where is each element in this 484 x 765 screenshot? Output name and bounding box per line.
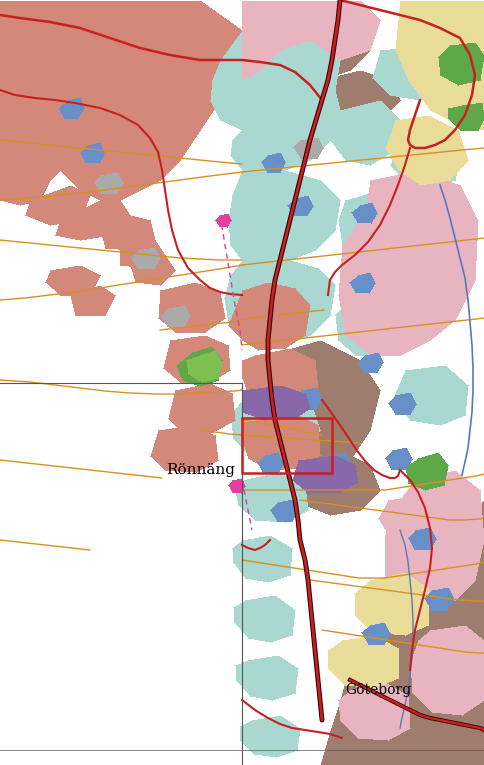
Bar (242, 418, 332, 473)
Text: Rönnäng: Rönnäng (166, 463, 235, 477)
Text: Göteborg: Göteborg (345, 683, 411, 697)
